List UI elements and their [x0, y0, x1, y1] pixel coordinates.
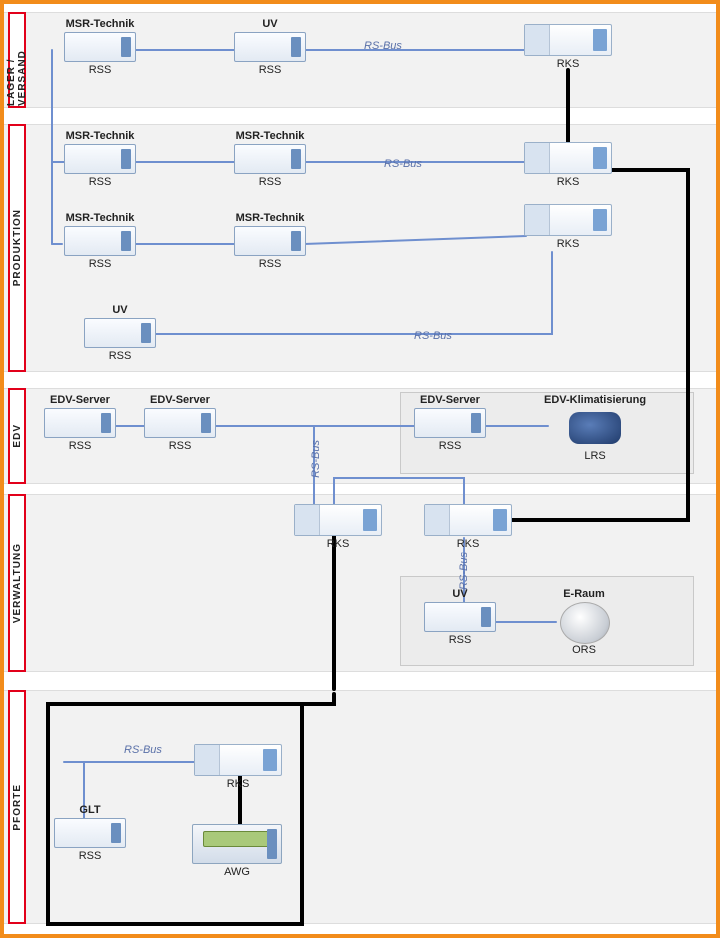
- bus-label-4: RS-Bus: [458, 552, 470, 590]
- awg-icon: [192, 824, 282, 864]
- device-title: EDV-Server: [414, 394, 486, 406]
- device-sublabel: RKS: [424, 538, 512, 550]
- device-sublabel: RKS: [524, 238, 612, 250]
- rss-icon: [234, 226, 306, 256]
- device-title: E-Raum: [554, 588, 614, 600]
- rss-icon: [64, 32, 136, 62]
- rks-icon: [294, 504, 382, 536]
- device-sublabel: RSS: [234, 176, 306, 188]
- device-e4: EDV-Klimatisierung LRS: [544, 394, 646, 462]
- section-label-text: VERWALTUNG: [12, 543, 23, 623]
- bus-label-5: RS-Bus: [124, 744, 162, 756]
- device-title: MSR-Technik: [64, 130, 136, 142]
- device-title: GLT: [54, 804, 126, 816]
- device-sublabel: RSS: [64, 258, 136, 270]
- rss-icon: [234, 32, 306, 62]
- device-title: MSR-Technik: [234, 212, 306, 224]
- device-title: EDV-Server: [144, 394, 216, 406]
- device-f2: GLT RSS: [54, 804, 126, 862]
- device-title: EDV-Server: [44, 394, 116, 406]
- section-label-text: LAGER / VERSAND: [6, 14, 28, 106]
- device-sublabel: ORS: [554, 644, 614, 656]
- device-title: UV: [234, 18, 306, 30]
- device-e2: EDV-Server RSS: [144, 394, 216, 452]
- bus-label-0: RS-Bus: [364, 40, 402, 52]
- rks-icon: [524, 142, 612, 174]
- device-title: UV: [424, 588, 496, 600]
- rss-icon: [44, 408, 116, 438]
- rss-icon: [414, 408, 486, 438]
- device-p5: MSR-Technik RSS: [234, 212, 306, 270]
- rks-icon: [194, 744, 282, 776]
- device-sublabel: RSS: [424, 634, 496, 646]
- device-v2: RKS: [424, 504, 512, 550]
- section-label-verw: VERWALTUNG: [8, 494, 26, 672]
- device-p6: RKS: [524, 204, 612, 250]
- bus-label-2: RS-Bus: [414, 330, 452, 342]
- rks-icon: [524, 24, 612, 56]
- device-e3: EDV-Server RSS: [414, 394, 486, 452]
- device-v4: E-Raum ORS: [554, 588, 614, 656]
- bus-label-3: RS-Bus: [310, 440, 322, 478]
- device-v1: RKS: [294, 504, 382, 550]
- device-sublabel: RSS: [234, 64, 306, 76]
- device-p2: MSR-Technik RSS: [234, 130, 306, 188]
- device-p4: MSR-Technik RSS: [64, 212, 136, 270]
- device-sublabel: RSS: [144, 440, 216, 452]
- device-l1: MSR-Technik RSS: [64, 18, 136, 76]
- device-title: EDV-Klimatisierung: [544, 394, 646, 406]
- section-label-text: PRODUKTION: [12, 209, 23, 286]
- device-sublabel: RSS: [234, 258, 306, 270]
- device-f3: AWG: [192, 824, 282, 878]
- device-sublabel: RKS: [294, 538, 382, 550]
- device-sublabel: RSS: [414, 440, 486, 452]
- rss-icon: [54, 818, 126, 848]
- device-sublabel: RSS: [44, 440, 116, 452]
- device-e1: EDV-Server RSS: [44, 394, 116, 452]
- device-title: MSR-Technik: [234, 130, 306, 142]
- device-title: MSR-Technik: [64, 18, 136, 30]
- section-label-lager: LAGER / VERSAND: [8, 12, 26, 108]
- device-p1: MSR-Technik RSS: [64, 130, 136, 188]
- device-sublabel: RSS: [64, 64, 136, 76]
- bus-label-1: RS-Bus: [384, 158, 422, 170]
- device-sublabel: RKS: [524, 176, 612, 188]
- section-label-text: PFORTE: [12, 784, 23, 831]
- device-sublabel: RKS: [194, 778, 282, 790]
- section-label-edv: EDV: [8, 388, 26, 484]
- lrs-icon: [559, 408, 631, 448]
- rss-icon: [64, 226, 136, 256]
- device-p3: RKS: [524, 142, 612, 188]
- rss-icon: [424, 602, 496, 632]
- section-label-prod: PRODUKTION: [8, 124, 26, 372]
- device-sublabel: RSS: [84, 350, 156, 362]
- device-l2: UV RSS: [234, 18, 306, 76]
- device-sublabel: RSS: [64, 176, 136, 188]
- ors-icon: [554, 602, 614, 642]
- diagram-frame: LAGER / VERSAND PRODUKTION EDV VERWALTUNG PF…: [0, 0, 720, 938]
- rss-icon: [84, 318, 156, 348]
- rss-icon: [234, 144, 306, 174]
- device-sublabel: LRS: [544, 450, 646, 462]
- rks-icon: [424, 504, 512, 536]
- device-f1: RKS: [194, 744, 282, 790]
- device-p7: UV RSS: [84, 304, 156, 362]
- device-v3: UV RSS: [424, 588, 496, 646]
- section-label-text: EDV: [12, 424, 23, 448]
- device-title: UV: [84, 304, 156, 316]
- rss-icon: [64, 144, 136, 174]
- rks-icon: [524, 204, 612, 236]
- device-sublabel: RSS: [54, 850, 126, 862]
- section-label-pforte: PFORTE: [8, 690, 26, 924]
- device-sublabel: AWG: [192, 866, 282, 878]
- device-sublabel: RKS: [524, 58, 612, 70]
- device-title: MSR-Technik: [64, 212, 136, 224]
- device-l3: RKS: [524, 24, 612, 70]
- rss-icon: [144, 408, 216, 438]
